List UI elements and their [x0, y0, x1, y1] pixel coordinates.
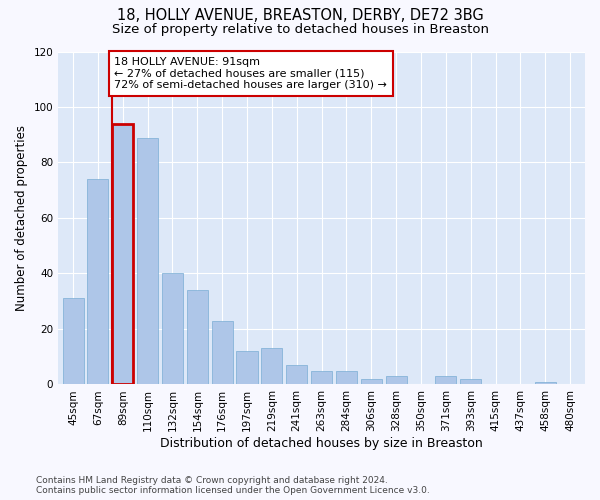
Bar: [212, 320, 233, 384]
Bar: [311, 370, 332, 384]
X-axis label: Distribution of detached houses by size in Breaston: Distribution of detached houses by size …: [160, 437, 483, 450]
Bar: [236, 351, 257, 384]
Bar: [162, 274, 183, 384]
Bar: [535, 382, 556, 384]
Text: 18, HOLLY AVENUE, BREASTON, DERBY, DE72 3BG: 18, HOLLY AVENUE, BREASTON, DERBY, DE72 …: [116, 8, 484, 22]
Bar: [336, 370, 357, 384]
Bar: [435, 376, 457, 384]
Text: 18 HOLLY AVENUE: 91sqm
← 27% of detached houses are smaller (115)
72% of semi-de: 18 HOLLY AVENUE: 91sqm ← 27% of detached…: [114, 57, 387, 90]
Bar: [88, 179, 109, 384]
Bar: [386, 376, 407, 384]
Bar: [137, 138, 158, 384]
Bar: [361, 379, 382, 384]
Bar: [286, 365, 307, 384]
Text: Size of property relative to detached houses in Breaston: Size of property relative to detached ho…: [112, 22, 488, 36]
Y-axis label: Number of detached properties: Number of detached properties: [15, 125, 28, 311]
Text: Contains HM Land Registry data © Crown copyright and database right 2024.
Contai: Contains HM Land Registry data © Crown c…: [36, 476, 430, 495]
Bar: [262, 348, 283, 384]
Bar: [460, 379, 481, 384]
Bar: [112, 124, 133, 384]
Bar: [112, 124, 133, 384]
Bar: [62, 298, 83, 384]
Bar: [187, 290, 208, 384]
